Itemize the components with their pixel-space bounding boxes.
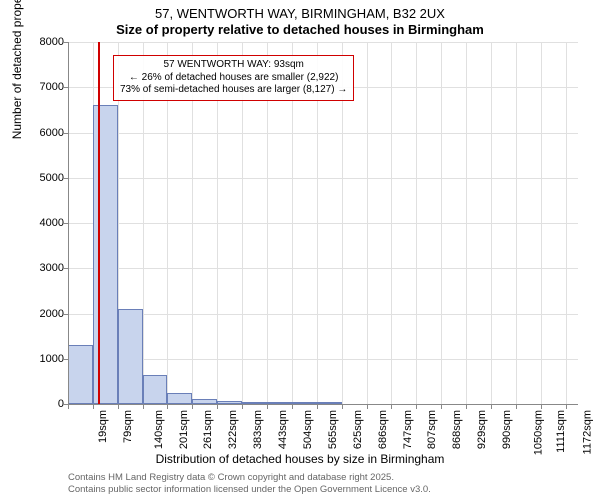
x-tick-label: 1050sqm [532,410,544,455]
x-tick-label: 443sqm [277,410,289,449]
y-tick-label: 0 [14,398,64,410]
x-tick-label: 807sqm [426,410,438,449]
x-tick-label: 140sqm [153,410,165,449]
x-tick-label: 1111sqm [555,410,567,453]
y-tick-label: 3000 [14,262,64,274]
gridline-horizontal [68,359,578,360]
gridline-horizontal [68,268,578,269]
histogram-bar [93,105,118,404]
attribution-line1: Contains HM Land Registry data © Crown c… [68,472,431,484]
y-axis-line [68,42,69,404]
x-axis-label: Distribution of detached houses by size … [0,452,600,466]
x-tick-label: 79sqm [122,410,134,443]
gridline-vertical [566,42,567,404]
x-tick-label: 261sqm [202,410,214,449]
chart-title-line1: 57, WENTWORTH WAY, BIRMINGHAM, B32 2UX [0,6,600,21]
annotation-line2: ← 26% of detached houses are smaller (2,… [120,72,347,85]
gridline-horizontal [68,223,578,224]
annotation-line1: 57 WENTWORTH WAY: 93sqm [120,59,347,72]
gridline-vertical [541,42,542,404]
x-axis-line [68,404,578,405]
x-tick-label: 868sqm [451,410,463,449]
y-tick-label: 6000 [14,127,64,139]
gridline-vertical [367,42,368,404]
gridline-vertical [466,42,467,404]
annotation-box: 57 WENTWORTH WAY: 93sqm← 26% of detached… [113,55,354,101]
gridline-horizontal [68,42,578,43]
x-tick-label: 201sqm [178,410,190,449]
x-tick-label: 990sqm [502,410,514,449]
histogram-bar [118,309,143,404]
y-tick-label: 7000 [14,81,64,93]
property-marker-line [98,42,100,404]
x-tick-label: 383sqm [252,410,264,449]
y-axis-label: Number of detached properties [10,0,24,139]
y-tick-label: 1000 [14,353,64,365]
gridline-vertical [441,42,442,404]
y-tick-label: 2000 [14,308,64,320]
x-tick-label: 322sqm [227,410,239,449]
x-tick-label: 747sqm [402,410,414,449]
annotation-line3: 73% of semi-detached houses are larger (… [120,84,347,97]
x-tick-label: 504sqm [302,410,314,449]
gridline-vertical [491,42,492,404]
histogram-bar [68,345,93,404]
y-tick-label: 8000 [14,36,64,48]
x-tick-label: 625sqm [352,410,364,449]
x-tick-label: 1172sqm [582,410,594,454]
y-tick-label: 5000 [14,172,64,184]
histogram-bar [167,393,192,404]
x-tick-label: 19sqm [97,410,109,443]
gridline-vertical [516,42,517,404]
attribution-text: Contains HM Land Registry data © Crown c… [68,472,431,496]
attribution-line2: Contains public sector information licen… [68,484,431,496]
gridline-vertical [391,42,392,404]
y-tick-label: 4000 [14,217,64,229]
chart-title-line2: Size of property relative to detached ho… [0,22,600,37]
histogram-bar [143,375,168,404]
x-tick-label: 565sqm [327,410,339,449]
gridline-horizontal [68,314,578,315]
x-tick-label: 686sqm [377,410,389,449]
gridline-horizontal [68,178,578,179]
gridline-horizontal [68,133,578,134]
x-tick-label: 929sqm [477,410,489,449]
gridline-vertical [416,42,417,404]
